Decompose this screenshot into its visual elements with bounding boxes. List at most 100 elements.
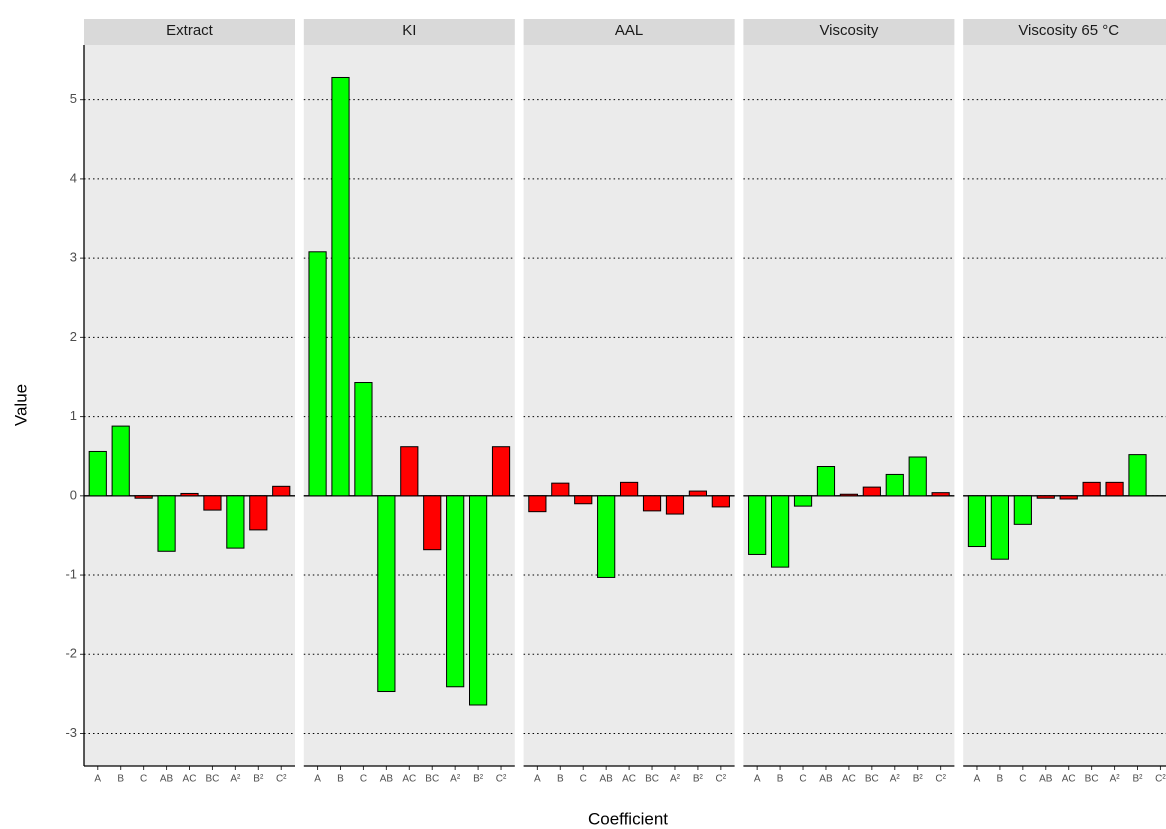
x-tick-label: B (337, 774, 344, 785)
x-tick-label: A (314, 774, 321, 785)
strip (743, 19, 955, 45)
y-tick-label: 1 (70, 408, 77, 423)
x-tick-label: B (117, 774, 124, 785)
x-tick-label: C (1019, 774, 1026, 785)
bar (1013, 495, 1032, 525)
x-tick-label: C² (496, 774, 507, 785)
x-tick-label: A² (670, 774, 681, 785)
bar (990, 495, 1009, 560)
x-tick-label: C² (716, 774, 727, 785)
x-tick-label: C (140, 774, 147, 785)
bar (642, 495, 662, 512)
x-tick-label: A (754, 774, 761, 785)
bar (597, 495, 616, 578)
bar (469, 495, 488, 706)
x-tick-label: C (580, 774, 587, 785)
bar (1128, 454, 1147, 497)
y-axis-label: Value (11, 384, 30, 426)
strip (523, 19, 735, 45)
bar (1059, 495, 1078, 500)
bar (377, 495, 396, 693)
bar (967, 495, 987, 548)
panel (84, 45, 295, 766)
panel (523, 45, 735, 766)
x-tick-label: C² (276, 774, 287, 785)
panel (743, 45, 955, 766)
x-tick-label: AB (160, 774, 174, 785)
x-tick-label: A² (450, 774, 461, 785)
x-tick-label: AB (380, 774, 394, 785)
bar (908, 456, 927, 497)
x-tick-label: AC (842, 774, 856, 785)
bar (816, 466, 836, 497)
bar (574, 495, 593, 505)
bar (1105, 481, 1124, 497)
strip (303, 19, 515, 45)
bar (528, 495, 547, 513)
x-tick-label: AC (622, 774, 636, 785)
bar (354, 382, 373, 497)
bar (619, 481, 639, 497)
x-tick-label: B (777, 774, 784, 785)
x-tick-label: B² (693, 774, 704, 785)
bar (748, 495, 767, 555)
y-tick-label: -1 (65, 566, 77, 581)
bar (1036, 495, 1055, 499)
y-tick-label: 2 (70, 329, 77, 344)
bar (793, 495, 813, 507)
panel (963, 45, 1166, 766)
bar (157, 495, 176, 552)
bar (111, 425, 130, 497)
x-tick-label: B (997, 774, 1004, 785)
x-axis-label: Coefficient (588, 809, 668, 828)
x-tick-label: BC (645, 774, 659, 785)
x-tick-label: A² (890, 774, 901, 785)
x-tick-label: AC (183, 774, 197, 785)
x-tick-label: B² (473, 774, 484, 785)
x-tick-label: AC (1062, 774, 1076, 785)
bar (491, 446, 511, 497)
x-tick-label: BC (205, 774, 219, 785)
x-tick-label: C (799, 774, 806, 785)
bar (272, 485, 291, 497)
bar (1082, 481, 1101, 497)
x-tick-label: A (94, 774, 101, 785)
x-tick-label: B² (253, 774, 264, 785)
x-tick-label: BC (865, 774, 879, 785)
x-tick-label: A (534, 774, 541, 785)
bar (423, 495, 442, 551)
x-tick-label: C² (1155, 774, 1166, 785)
bar (308, 251, 327, 497)
x-tick-label: AB (819, 774, 833, 785)
y-tick-label: 0 (70, 487, 77, 502)
bar (688, 490, 708, 497)
bar (862, 486, 881, 497)
x-tick-label: AC (402, 774, 416, 785)
x-tick-label: C (360, 774, 367, 785)
bar (226, 495, 245, 549)
y-tick-label: 4 (70, 170, 77, 185)
bar (665, 495, 685, 515)
x-tick-label: C² (935, 774, 946, 785)
x-tick-label: B² (1133, 774, 1144, 785)
y-tick-label: 3 (70, 250, 77, 265)
x-tick-label: BC (1085, 774, 1099, 785)
facet-title: Viscosity 65 °C (1018, 22, 1119, 39)
x-tick-label: AB (599, 774, 613, 785)
bar (839, 493, 859, 497)
facet-title: Viscosity (819, 22, 878, 39)
bar (88, 450, 107, 497)
x-tick-label: A (974, 774, 981, 785)
bar (711, 495, 730, 508)
facet-title: Extract (166, 22, 214, 39)
bar (400, 446, 419, 497)
bar (931, 492, 950, 497)
bar (249, 495, 268, 531)
y-tick-label: -2 (65, 646, 77, 661)
strip (963, 19, 1166, 45)
facet-title: KI (402, 22, 416, 39)
strip (84, 19, 295, 45)
y-tick-label: 5 (70, 91, 77, 106)
bar (180, 492, 199, 497)
